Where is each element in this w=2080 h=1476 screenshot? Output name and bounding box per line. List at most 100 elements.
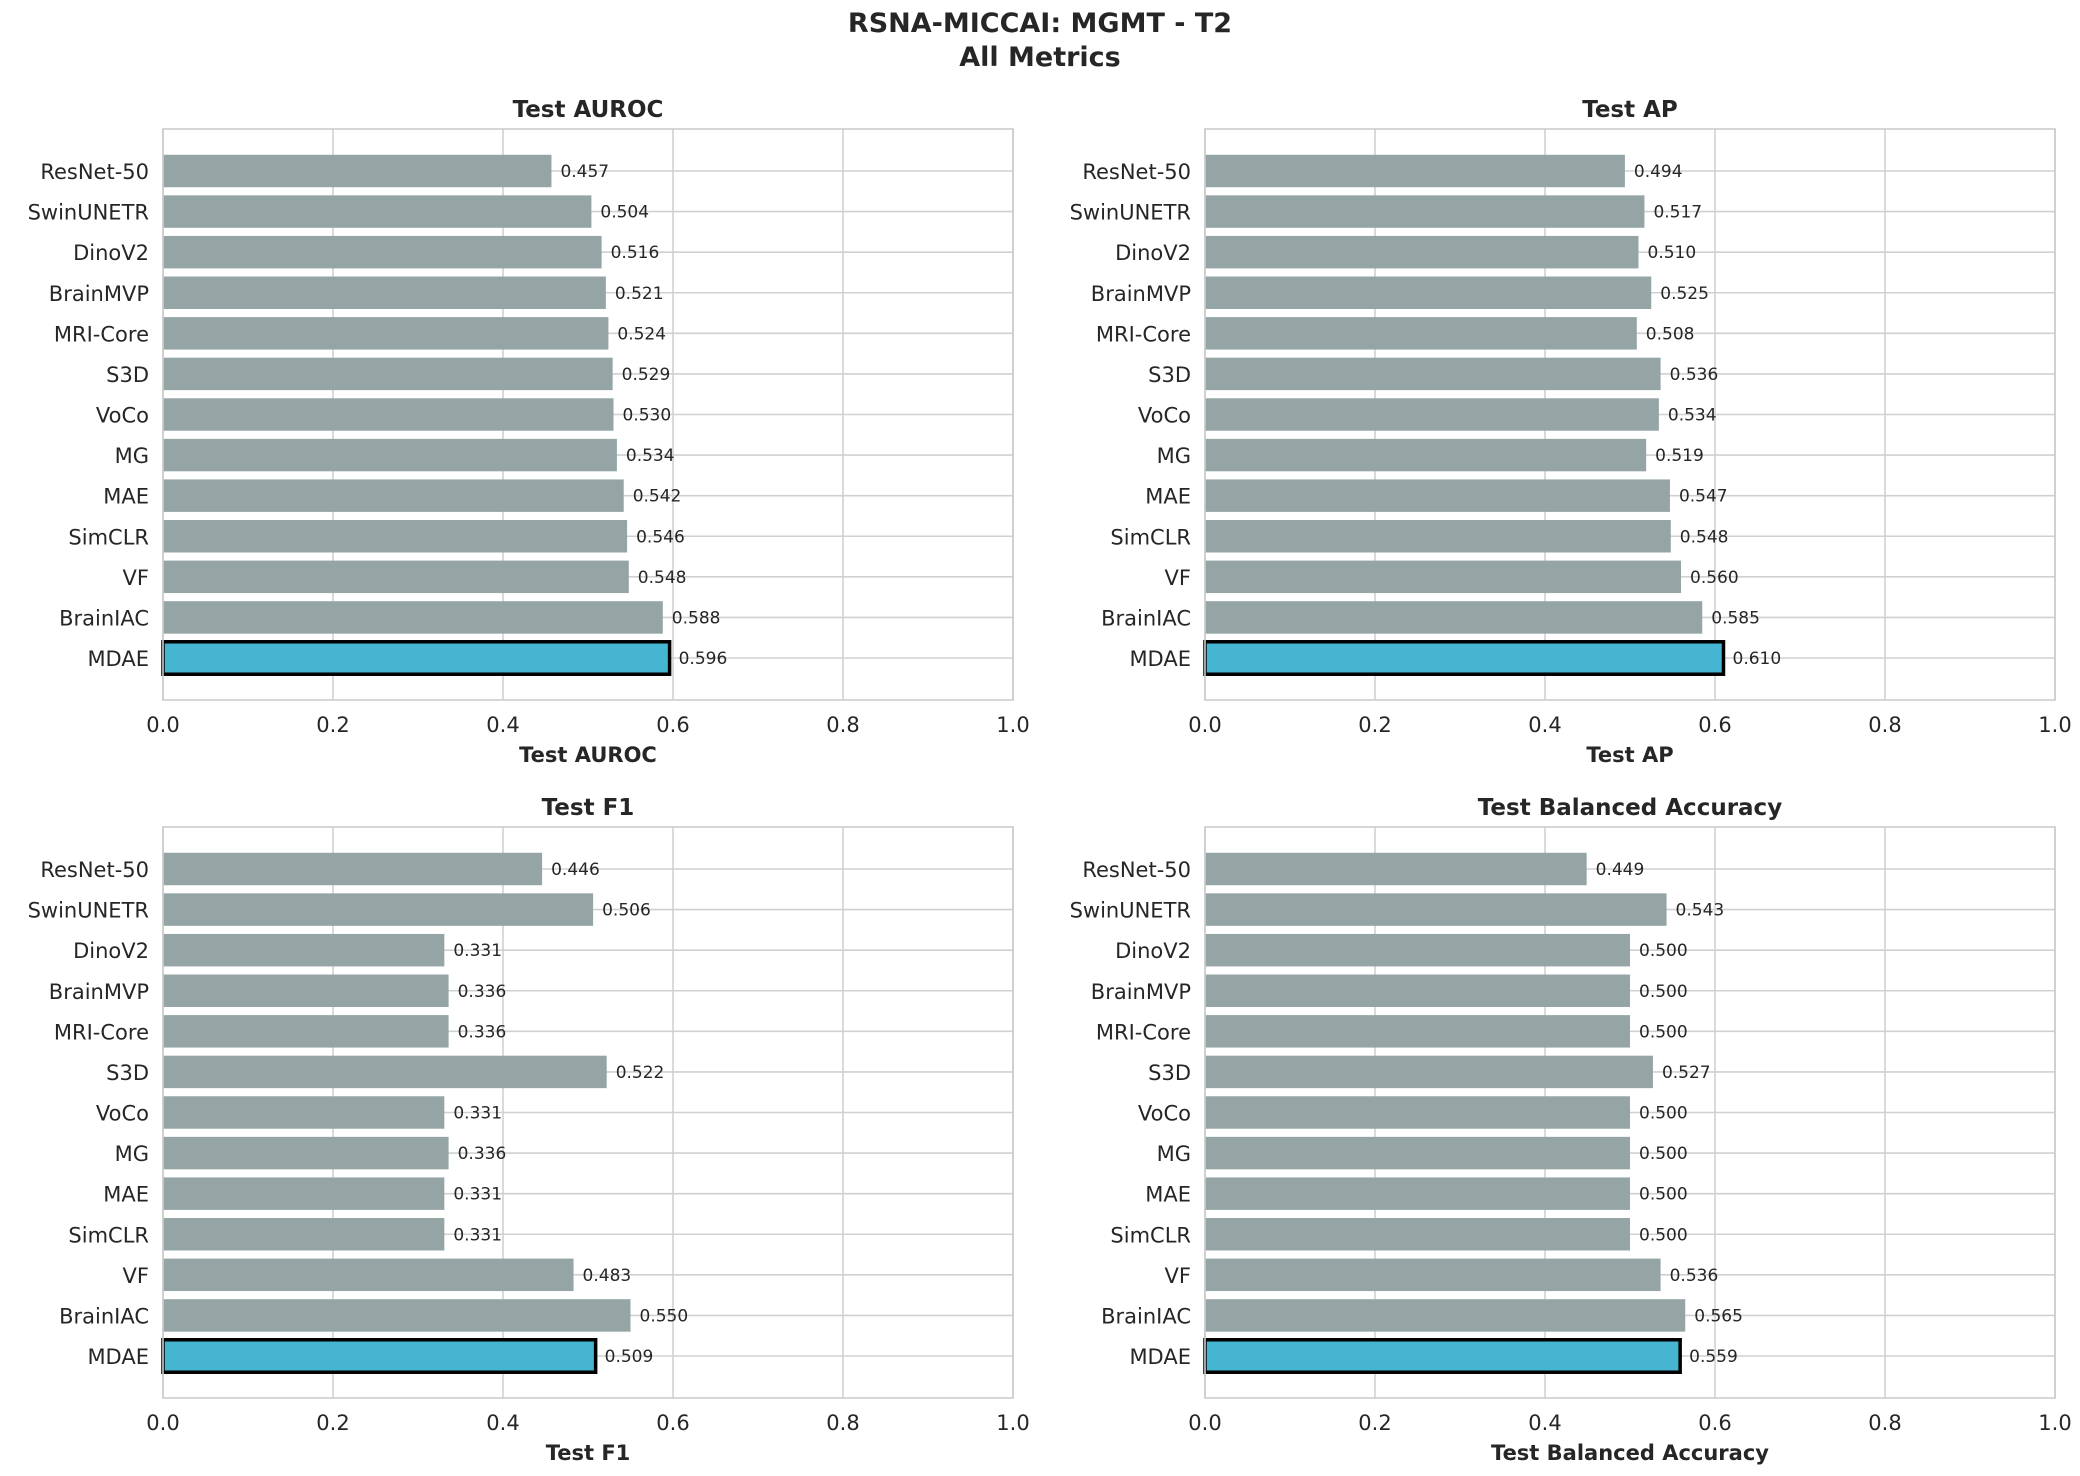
- x-tick-label: 0.6: [656, 713, 689, 737]
- bar-value-label: 0.521: [615, 284, 664, 304]
- x-tick-label: 0.8: [1868, 1411, 1901, 1435]
- figure-title-line1: RSNA-MICCAI: MGMT - T2: [847, 8, 1233, 39]
- bar-value-label: 0.504: [600, 203, 649, 223]
- x-axis-label: Test F1: [546, 1441, 631, 1465]
- bar-value-label: 0.522: [616, 1063, 665, 1083]
- panel-title: Test F1: [542, 795, 635, 821]
- x-tick-label: 0.2: [1358, 713, 1391, 737]
- bar: [163, 398, 614, 431]
- bar-value-label: 0.546: [636, 527, 685, 547]
- bar: [163, 276, 606, 309]
- category-tick-label: DinoV2: [73, 241, 149, 265]
- bar-value-label: 0.529: [622, 365, 671, 385]
- x-tick-label: 0.2: [316, 713, 349, 737]
- category-tick-label: BrainIAC: [59, 1304, 149, 1328]
- category-tick-label: VoCo: [1138, 1102, 1191, 1126]
- bar: [163, 974, 449, 1007]
- bar: [163, 1096, 445, 1129]
- x-tick-label: 1.0: [2038, 713, 2071, 737]
- bar-value-label: 0.550: [640, 1306, 689, 1326]
- bar: [1205, 195, 1645, 228]
- axes-frame: [162, 128, 1014, 701]
- x-tick-label: 0.0: [146, 713, 179, 737]
- bar: [163, 195, 592, 228]
- bar-value-label: 0.510: [1648, 243, 1697, 263]
- x-tick-label: 0.4: [486, 1411, 519, 1435]
- bar: [1205, 1096, 1630, 1129]
- bar-value-label: 0.500: [1639, 1225, 1688, 1245]
- category-tick-label: SwinUNETR: [1070, 201, 1191, 225]
- bar: [163, 479, 624, 512]
- bar-value-label: 0.331: [453, 1225, 502, 1245]
- category-tick-label: BrainIAC: [1101, 1304, 1191, 1328]
- bar: [1205, 1258, 1661, 1292]
- bar-value-label: 0.610: [1733, 649, 1782, 669]
- bar-highlighted: [161, 640, 672, 676]
- bar-value-label: 0.548: [1680, 527, 1729, 547]
- x-tick-label: 0.4: [486, 713, 519, 737]
- category-tick-label: BrainMVP: [1091, 980, 1191, 1004]
- bar: [163, 1055, 607, 1089]
- bar-value-label: 0.560: [1690, 568, 1739, 588]
- x-tick-label: 0.4: [1528, 1411, 1561, 1435]
- category-tick-label: DinoV2: [1115, 241, 1191, 265]
- bar-highlighted: [161, 1338, 598, 1374]
- bar: [163, 601, 663, 634]
- bar: [1205, 479, 1670, 512]
- chart-panel-2: ResNet-50 0.494 SwinUNETR 0.517 DinoV2 0.510 B…: [1070, 97, 2072, 767]
- x-tick-label: 0.6: [656, 1411, 689, 1435]
- category-tick-label: MRI-Core: [54, 322, 149, 346]
- category-tick-label: VF: [123, 566, 149, 590]
- category-tick-label: MDAE: [1129, 647, 1191, 671]
- bar: [1205, 601, 1703, 634]
- bar-value-label: 0.500: [1639, 941, 1688, 961]
- bar: [163, 438, 617, 472]
- category-tick-label: DinoV2: [73, 939, 149, 963]
- bar-value-label: 0.519: [1655, 446, 1704, 466]
- bar: [1205, 398, 1659, 431]
- category-tick-label: MG: [115, 444, 149, 468]
- panel-title: Test Balanced Accuracy: [1478, 795, 1782, 821]
- category-tick-label: MDAE: [1129, 1345, 1191, 1369]
- bar-highlighted: [1203, 640, 1726, 676]
- bar: [163, 1136, 449, 1170]
- bar: [163, 852, 543, 886]
- category-tick-label: VF: [1165, 1264, 1191, 1288]
- bar-value-label: 0.536: [1670, 1266, 1719, 1286]
- bar-value-label: 0.500: [1639, 1022, 1688, 1042]
- category-tick-label: BrainIAC: [1101, 606, 1191, 630]
- bar: [1205, 974, 1630, 1007]
- category-tick-label: ResNet-50: [40, 858, 149, 882]
- category-tick-label: MDAE: [87, 647, 149, 671]
- category-tick-label: ResNet-50: [1082, 858, 1191, 882]
- bar: [163, 1218, 445, 1251]
- category-tick-label: MAE: [1145, 485, 1191, 509]
- bar-value-label: 0.331: [453, 1185, 502, 1205]
- category-tick-label: SwinUNETR: [28, 899, 149, 923]
- bar: [1205, 317, 1637, 350]
- bar: [163, 1177, 445, 1210]
- bar-value-label: 0.588: [672, 608, 721, 628]
- bar-value-label: 0.483: [583, 1266, 632, 1286]
- x-tick-label: 0.0: [1188, 713, 1221, 737]
- bar-value-label: 0.585: [1711, 608, 1760, 628]
- bar-value-label: 0.536: [1670, 365, 1719, 385]
- bar-value-label: 0.500: [1639, 1185, 1688, 1205]
- bar: [1205, 438, 1647, 472]
- category-tick-label: MG: [1157, 444, 1191, 468]
- category-tick-label: SimCLR: [1110, 1223, 1191, 1247]
- bar: [1205, 560, 1681, 594]
- x-tick-label: 1.0: [996, 713, 1029, 737]
- bar-value-label: 0.525: [1660, 284, 1709, 304]
- bar-value-label: 0.547: [1679, 487, 1728, 507]
- bar-highlighted: [1203, 1338, 1682, 1374]
- bar: [1205, 1055, 1653, 1089]
- bar-value-label: 0.500: [1639, 1104, 1688, 1124]
- bar: [163, 154, 552, 188]
- panel-title: Test AP: [1582, 97, 1678, 123]
- bar: [1205, 1299, 1686, 1332]
- bar: [163, 1015, 449, 1048]
- chart-panel-1: ResNet-50 0.457 SwinUNETR 0.504 DinoV2 0.516 B…: [28, 97, 1030, 767]
